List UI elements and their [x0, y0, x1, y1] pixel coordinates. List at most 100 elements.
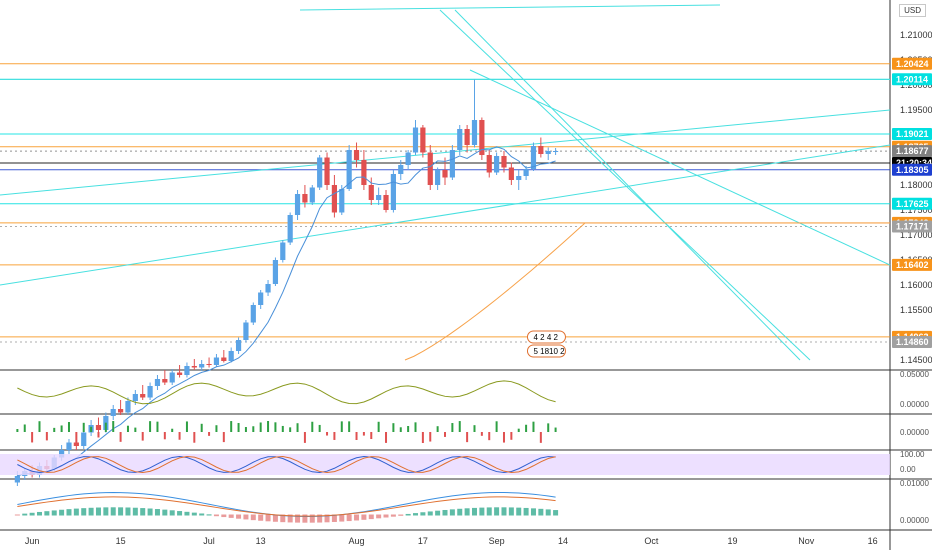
- date-tick-label: 16: [868, 536, 878, 546]
- candle-body: [206, 364, 212, 365]
- pane-stochastic: 100.00 0.00: [0, 450, 925, 475]
- candle-body: [383, 195, 389, 210]
- macd-histogram: [398, 514, 404, 516]
- candle-body: [213, 357, 220, 365]
- histogram-bar: [458, 421, 461, 432]
- candle-body: [272, 260, 279, 284]
- macd-histogram: [479, 507, 485, 516]
- candle-body: [376, 195, 382, 200]
- macd-histogram: [331, 514, 337, 522]
- macd-histogram: [317, 514, 323, 523]
- date-tick-label: 15: [116, 536, 126, 546]
- candle-body: [302, 194, 308, 203]
- candle-body: [442, 170, 448, 178]
- histogram-bar: [97, 432, 100, 438]
- indicator-tick: 0.00000: [900, 428, 929, 437]
- date-tick-label: 19: [728, 536, 738, 546]
- histogram-bar: [60, 425, 63, 432]
- macd-histogram: [390, 514, 396, 517]
- macd-histogram: [442, 509, 448, 516]
- histogram-bar: [370, 432, 373, 440]
- histogram-bar: [392, 423, 395, 432]
- macd-histogram: [280, 514, 286, 523]
- candle-body: [294, 194, 301, 215]
- candle-body: [545, 151, 551, 154]
- price-tick-label: 1.15500: [900, 305, 932, 315]
- stoch-d: [17, 456, 556, 474]
- histogram-bar: [193, 432, 196, 443]
- candle-body: [457, 129, 463, 150]
- macd-histogram: [162, 509, 168, 516]
- histogram-bar: [31, 432, 34, 443]
- histogram-bar: [82, 422, 85, 432]
- histogram-bar: [244, 427, 247, 432]
- histogram-bar: [554, 427, 557, 432]
- macd-histogram: [221, 514, 227, 518]
- macd-histogram: [44, 511, 50, 516]
- price-label-text: 1.17171: [896, 221, 929, 231]
- indicator-tick: 0.01000: [900, 479, 929, 488]
- macd-histogram: [169, 510, 175, 516]
- histogram-bar: [208, 432, 211, 436]
- histogram-bar: [141, 432, 144, 441]
- date-tick-label: 14: [558, 536, 568, 546]
- macd-histogram: [501, 507, 507, 516]
- price-tick-label: 1.16000: [900, 280, 932, 290]
- histogram-bar: [348, 421, 351, 432]
- histogram-bar: [547, 423, 550, 432]
- candle-body: [530, 146, 537, 169]
- candle-body: [221, 357, 227, 361]
- candle-body: [405, 152, 411, 165]
- histogram-bar: [53, 427, 56, 432]
- macd-histogram: [413, 513, 419, 516]
- histogram-bar: [510, 432, 513, 440]
- indicator-tick: 0.00: [900, 465, 916, 474]
- histogram-bar: [267, 421, 270, 432]
- candle-body: [169, 372, 175, 383]
- currency-label[interactable]: USD: [899, 4, 926, 17]
- candle-body: [339, 189, 345, 213]
- histogram-bar: [90, 426, 93, 432]
- macd-histogram: [206, 514, 212, 516]
- histogram-bar: [429, 432, 432, 442]
- macd-histogram: [427, 511, 433, 516]
- macd-histogram: [508, 507, 514, 516]
- macd-histogram: [110, 507, 116, 516]
- candle-body: [346, 150, 352, 189]
- candle-body: [258, 292, 264, 305]
- histogram-bar: [289, 427, 292, 432]
- event-badge-text: 5 1810 2: [533, 347, 565, 356]
- candle-body: [331, 185, 338, 213]
- macd-histogram: [95, 507, 101, 516]
- histogram-bar: [362, 432, 365, 436]
- histogram-bar: [200, 423, 203, 432]
- histogram-bar: [185, 421, 188, 432]
- price-label-box: [892, 197, 932, 210]
- moving-average-orange: [404, 222, 890, 361]
- price-tick-label: 1.14500: [900, 355, 932, 365]
- histogram-bar: [237, 422, 240, 432]
- event-badge: [526, 330, 566, 344]
- macd-histogram: [339, 514, 345, 522]
- candle-body: [516, 176, 522, 180]
- candle-body: [479, 120, 485, 155]
- candle-body: [398, 165, 404, 174]
- macd-histogram: [545, 509, 551, 516]
- macd-histogram: [523, 507, 529, 516]
- candle-body: [162, 379, 168, 383]
- price-label-box: [892, 220, 932, 233]
- candle-body: [59, 450, 65, 458]
- histogram-bar: [473, 425, 476, 432]
- histogram-bar: [75, 432, 78, 443]
- candle-body: [140, 394, 146, 398]
- price-label-box: [892, 127, 932, 140]
- price-tick-label: 1.18000: [900, 180, 932, 190]
- macd-histogram: [66, 509, 72, 516]
- macd-histogram: [346, 514, 352, 522]
- price-axis: 1.210001.205001.200001.195001.190001.185…: [892, 30, 932, 365]
- histogram-bar: [539, 432, 542, 443]
- indicator-panes: 0.050000.000000.00000100.000.000.010000.…: [0, 370, 929, 525]
- indicator-tick: 100.00: [900, 450, 925, 459]
- date-axis: Jun 15 Jul 13 Aug 17 Sep 14 Oct 19 Nov 16: [25, 536, 878, 546]
